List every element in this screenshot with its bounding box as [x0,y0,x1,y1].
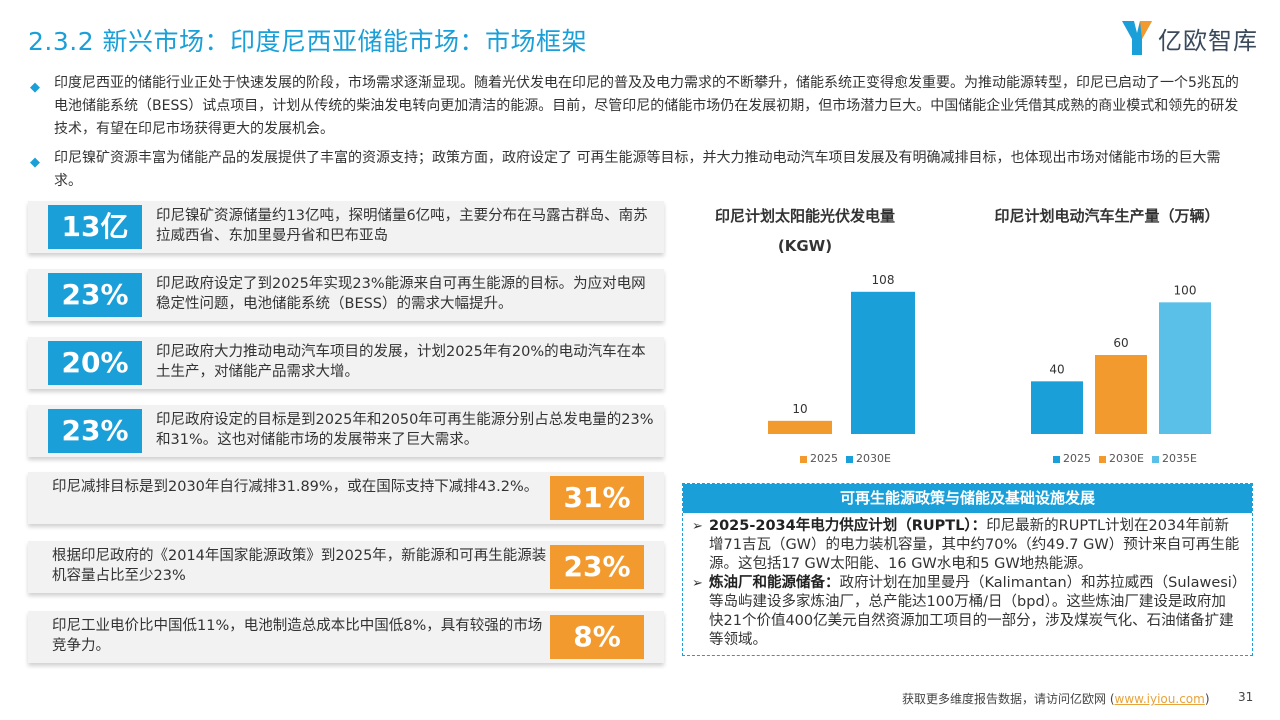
chart-1-bar-2030E [851,291,915,434]
logo-text: 亿欧智库 [1158,26,1258,55]
chart-2-bar-2025 [1031,381,1083,434]
chart-2-bar-2035E [1159,302,1211,434]
legend-item: 2025 [1053,452,1091,465]
chart-2-title: 印尼计划电动汽车生产量（万辆） [994,207,1220,225]
yiou-logo-icon [1122,21,1152,55]
policy-item-heading: 2025-2034年电力供应计划（RUPTL）： [709,518,987,534]
chart-1-subtitle: (KGW) [777,237,833,255]
policy-item-ruptl: ➢ 2025-2034年电力供应计划（RUPTL）：印尼最新的RUPTL计划在2… [683,517,1252,574]
stat-text: 印尼政府大力推动电动汽车项目的发展，计划2025年有20%的电动汽车在本土生产，… [156,344,646,380]
policy-header: 可再生能源政策与储能及基础设施发展 [683,484,1252,513]
chart-1-legend: 2025 2030E [800,452,891,465]
stat-row-generation-share: 23% 印尼政府设定的目标是到2025年和2050年可再生能源分别占总发电量的2… [28,405,664,457]
chart-2-data-label: 100 [1174,283,1197,297]
logo: 亿欧智库 [1120,18,1258,58]
chart-1-data-label: 10 [792,402,807,416]
policy-box: 可再生能源政策与储能及基础设施发展 ➢ 2025-2034年电力供应计划（RUP… [682,483,1253,656]
footer-close: ) [1204,692,1210,706]
chart-2-data-label: 40 [1049,362,1064,376]
legend-item: 2030E [846,452,891,465]
stat-row-energy-policy: 根据印尼政府的《2014年国家能源政策》到2025年，新能源和可再生能源装机容量… [28,541,664,593]
legend-item: 2025 [800,452,838,465]
stat-text: 印尼政府设定的目标是到2025年和2050年可再生能源分别占总发电量的23%和3… [156,412,654,448]
stat-value: 8% [550,615,644,659]
policy-item-heading: 炼油厂和能源储备： [709,575,840,591]
stat-value: 13亿 [48,205,142,249]
legend-item: 2035E [1151,452,1197,465]
stat-text: 印尼镍矿资源储量约13亿吨，探明储量6亿吨，主要分布在马露古群岛、南苏拉威西省、… [156,208,648,244]
stat-text: 印尼政府设定了到2025年实现23%能源来自可再生能源的目标。为应对电网稳定性问… [156,276,646,312]
page-number: 31 [1238,690,1254,704]
chart-1-title-text: 印尼计划太阳能光伏发电量 [714,207,895,225]
diamond-bullet-icon: ◆ [30,80,40,95]
diamond-bullet-icon: ◆ [30,155,40,170]
intro-bullet-1: ◆ 印度尼西亚的储能行业正处于快速发展的阶段，市场需求逐渐显现。随着光伏发电在印… [30,72,1245,141]
stat-text: 印尼工业电价比中国低11%，电池制造总成本比中国低8%，具有较强的市场竞争力。 [52,618,543,654]
stat-row-renewable-target: 23% 印尼政府设定了到2025年实现23%能源来自可再生能源的目标。为应对电网… [28,269,664,321]
footer-link[interactable]: www.iyiou.com [1114,692,1205,706]
stat-row-emission: 印尼减排目标是到2030年自行减排31.89%，或在国际支持下减排43.2%。 … [28,472,664,524]
footer: 获取更多维度报告数据，请访问亿欧网 (www.iyiou.com) [902,690,1210,707]
stat-value: 23% [550,545,644,589]
legend-item: 2030E [1099,452,1144,465]
policy-item-text: 印尼最新的RUPTL计划在2034年前新增71吉瓦（GW）的电力装机容量，其中约… [709,518,1240,572]
bullet-text: 印度尼西亚的储能行业正处于快速发展的阶段，市场需求逐渐显现。随着光伏发电在印尼的… [54,75,1239,137]
chart-2-legend: 2025 2030E 2035E [1053,452,1197,465]
policy-item-refinery: ➢ 炼油厂和能源储备：政府计划在加里曼丹（Kalimantan）和苏拉威西（Su… [683,574,1252,650]
page-title: 2.3.2 新兴市场：印度尼西亚储能市场：市场框架 [28,27,588,56]
chart-1-data-label: 108 [872,273,895,287]
chart-1-bar-2025 [768,420,832,434]
footer-text: 获取更多维度报告数据，请访问亿欧网 ( [902,692,1115,706]
stat-row-ev: 20% 印尼政府大力推动电动汽车项目的发展，计划2025年有20%的电动汽车在本… [28,337,664,389]
arrow-bullet-icon: ➢ [692,519,703,534]
stat-value: 31% [550,476,644,520]
bullet-text: 印尼镍矿资源丰富为储能产品的发展提供了丰富的资源支持；政策方面，政府设定了 可再… [54,150,1221,189]
arrow-bullet-icon: ➢ [692,576,703,591]
policy-item-text: 政府计划在加里曼丹（Kalimantan）和苏拉威西（Sulawesi）等岛屿建… [709,575,1240,648]
stat-text: 根据印尼政府的《2014年国家能源政策》到2025年，新能源和可再生能源装机容量… [52,548,547,584]
intro-bullet-2: ◆ 印尼镍矿资源丰富为储能产品的发展提供了丰富的资源支持；政策方面，政府设定了 … [30,147,1245,193]
stat-row-nickel: 13亿 印尼镍矿资源储量约13亿吨，探明储量6亿吨，主要分布在马露古群岛、南苏拉… [28,201,664,253]
chart-2-data-label: 60 [1113,336,1128,350]
stat-value: 23% [48,409,142,453]
chart-2-bar-2030E [1095,355,1147,434]
stat-value: 20% [48,341,142,385]
stat-value: 23% [48,273,142,317]
chart-1-title: 印尼计划太阳能光伏发电量 (KGW) [690,201,920,261]
stat-text: 印尼减排目标是到2030年自行减排31.89%，或在国际支持下减排43.2%。 [52,479,539,495]
stat-row-cost: 印尼工业电价比中国低11%，电池制造总成本比中国低8%，具有较强的市场竞争力。 … [28,611,664,663]
